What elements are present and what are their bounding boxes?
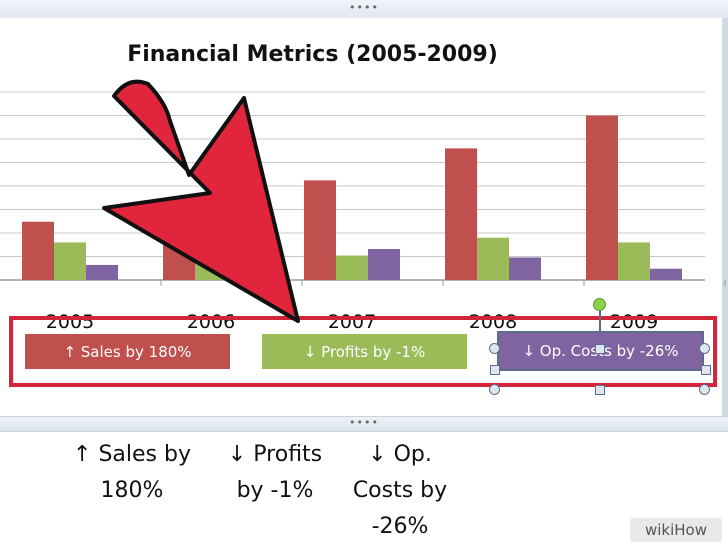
red-arrow-icon bbox=[102, 79, 300, 323]
watermark-logo: wikiHow bbox=[630, 518, 722, 542]
bar-2008-series-2 bbox=[477, 237, 509, 280]
sheet-cell-profits[interactable]: ↓ Profits by -1% bbox=[227, 442, 323, 503]
bar-2009-series-2 bbox=[618, 242, 650, 280]
bar-2008-series-3 bbox=[509, 257, 541, 280]
rotate-handle[interactable] bbox=[593, 298, 606, 311]
chart-title[interactable]: Financial Metrics (2005-2009) bbox=[127, 42, 498, 67]
resize-handle-top-left[interactable] bbox=[489, 343, 500, 354]
resize-handle-bottom[interactable] bbox=[595, 385, 605, 395]
sheet-cell-sales[interactable]: ↑ Sales by 180% bbox=[73, 442, 191, 503]
bar-2007-series-3 bbox=[368, 248, 400, 280]
bar-2007-series-2 bbox=[336, 255, 368, 280]
resize-handle-bottom-right[interactable] bbox=[699, 384, 710, 395]
resize-handle-bottom-ruler[interactable]: •••• bbox=[349, 416, 379, 429]
callout-highlight-box bbox=[9, 316, 717, 387]
resize-handle-top-right[interactable] bbox=[699, 343, 710, 354]
resize-handle-left[interactable] bbox=[490, 365, 500, 375]
sheet-cell-opcosts[interactable]: ↓ Op. Costs by -26% bbox=[352, 442, 448, 539]
resize-handle-top[interactable] bbox=[595, 344, 605, 354]
bottom-ruler: •••• bbox=[0, 416, 728, 432]
bar-2005-series-3 bbox=[86, 264, 118, 280]
bar-2007-series-1 bbox=[304, 180, 336, 280]
resize-handle-top[interactable]: •••• bbox=[349, 1, 379, 14]
bar-2005-series-2 bbox=[54, 242, 86, 280]
profits-label-box[interactable]: ↓ Profits by -1% bbox=[262, 334, 467, 369]
bar-2005-series-1 bbox=[22, 221, 54, 280]
resize-handle-right[interactable] bbox=[701, 365, 711, 375]
bar-2008-series-1 bbox=[445, 148, 477, 280]
bar-2009-series-3 bbox=[650, 268, 682, 280]
rotate-connector bbox=[599, 310, 601, 332]
sales-label-box[interactable]: ↑ Sales by 180% bbox=[25, 334, 230, 369]
resize-handle-bottom-left[interactable] bbox=[489, 384, 500, 395]
bar-2009-series-1 bbox=[586, 115, 618, 280]
